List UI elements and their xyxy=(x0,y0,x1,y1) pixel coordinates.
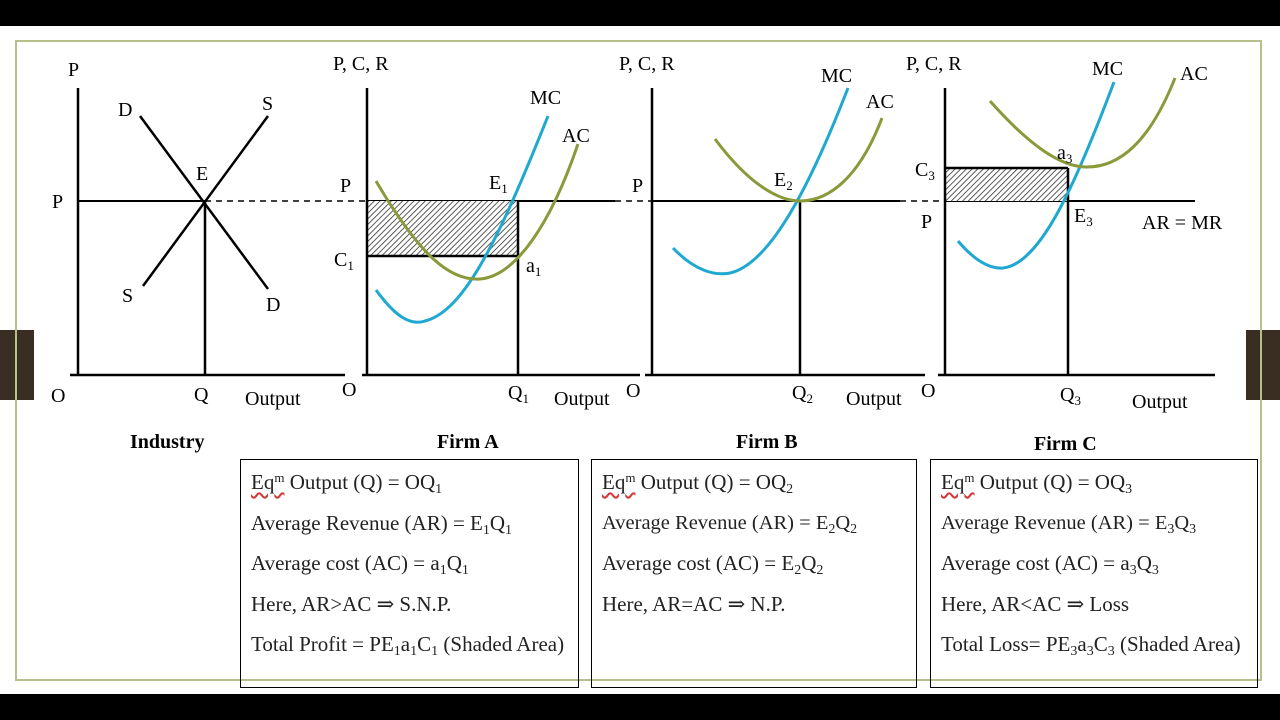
ar-mr-label: AR = MR xyxy=(1142,212,1223,234)
firm-a-mc-label: MC xyxy=(530,87,562,109)
firm-b-eq-output: Eqm Output (Q) = OQ2 xyxy=(602,470,794,497)
firm-b-average-revenue: Average Revenue (AR) = E2Q2 xyxy=(602,511,858,537)
supply-label-top: S xyxy=(262,93,274,115)
firm-a-x-axis-label: Output xyxy=(554,388,610,410)
firm-c-a-label: a3 xyxy=(1057,142,1073,166)
firm-a-mc-curve xyxy=(374,115,550,324)
firm-b-origin-label: O xyxy=(626,380,641,402)
firm-b-quantity-label: Q2 xyxy=(792,382,813,406)
firm-c-panel xyxy=(938,77,1215,377)
firm-a-panel xyxy=(362,88,640,377)
slide-edge-tab-right xyxy=(1246,330,1280,400)
industry-quantity-label: Q xyxy=(194,384,209,406)
demand-label-top: D xyxy=(118,99,133,121)
firm-b-average-cost: Average cost (AC) = E2Q2 xyxy=(602,551,824,578)
supply-label-bottom: S xyxy=(122,285,134,307)
firm-b-panel xyxy=(645,87,925,377)
firm-c-ac-curve xyxy=(988,77,1177,169)
firm-a-origin-label: O xyxy=(342,379,357,401)
firm-b-title: Firm B xyxy=(736,431,798,453)
firm-c-price-label: P xyxy=(921,211,933,233)
firm-b-eq-label: E2 xyxy=(774,169,793,193)
firm-a-a-label: a1 xyxy=(526,255,542,279)
firm-a-cost-label: C1 xyxy=(334,249,354,273)
firm-a-quantity-label: Q1 xyxy=(508,382,529,406)
firm-b-info-box: Eqm Output (Q) = OQ2 Average Revenue (AR… xyxy=(591,459,917,688)
firm-b-price-label: P xyxy=(632,175,644,197)
firm-a-eq-label: E1 xyxy=(489,172,508,196)
profit-shaded-area xyxy=(367,201,518,256)
firm-b-comparison: Here, AR=AC ⇒ N.P. xyxy=(602,591,786,616)
firm-c-ac-label: AC xyxy=(1180,63,1208,85)
firm-c-origin-label: O xyxy=(921,380,936,402)
firm-c-mc-curve xyxy=(956,81,1116,270)
demand-label-bottom: D xyxy=(266,294,281,316)
industry-x-axis-label: Output xyxy=(245,388,301,410)
slide-edge-tab-left xyxy=(0,330,34,400)
firm-a-title: Firm A xyxy=(437,431,499,453)
industry-y-axis-label: P xyxy=(68,59,80,81)
firm-c-mc-label: MC xyxy=(1092,58,1124,80)
firm-c-average-cost: Average cost (AC) = a3Q3 xyxy=(941,551,1159,578)
firm-a-total-profit: Total Profit = PE1a1C1 (Shaded Area) xyxy=(251,632,565,659)
firm-b-x-axis-label: Output xyxy=(846,388,902,410)
firm-c-total-loss: Total Loss= PE3a3C3 (Shaded Area) xyxy=(941,632,1241,659)
firm-c-comparison: Here, AR<AC ⇒ Loss xyxy=(941,591,1130,616)
firm-c-cost-label: C3 xyxy=(915,159,935,183)
firm-c-quantity-label: Q3 xyxy=(1060,384,1081,408)
firm-c-info-box: Eqm Output (Q) = OQ3 Average Revenue (AR… xyxy=(930,459,1258,688)
industry-eq-label: E xyxy=(196,163,209,185)
loss-shaded-area xyxy=(945,168,1068,201)
industry-origin-label: O xyxy=(51,385,66,407)
firm-c-x-axis-label: Output xyxy=(1132,391,1188,413)
firm-a-ac-curve xyxy=(374,143,580,281)
slide: P P D S E S D O Q Output Industry P, C, … xyxy=(0,26,1280,694)
firm-a-comparison: Here, AR>AC ⇒ S.N.P. xyxy=(251,591,452,616)
slide-border xyxy=(15,40,1262,681)
firm-b-mc-curve xyxy=(671,87,850,276)
firm-a-average-cost: Average cost (AC) = a1Q1 xyxy=(251,551,469,578)
firm-c-eq-output: Eqm Output (Q) = OQ3 xyxy=(941,470,1133,497)
firm-a-price-label: P xyxy=(340,175,352,197)
firm-a-eq-output: Eqm Output (Q) = OQ1 xyxy=(251,470,443,497)
firm-c-title: Firm C xyxy=(1034,433,1097,455)
industry-panel xyxy=(70,88,345,377)
firm-a-info-box: Eqm Output (Q) = OQ1 Average Revenue (AR… xyxy=(240,459,579,688)
firm-a-y-axis-label: P, C, R xyxy=(333,53,389,75)
firm-b-y-axis-label: P, C, R xyxy=(619,53,675,75)
firm-b-ac-curve xyxy=(713,117,884,203)
industry-title: Industry xyxy=(130,431,205,453)
firm-c-eq-label: E3 xyxy=(1074,205,1093,229)
industry-price-label: P xyxy=(52,191,64,213)
firm-b-mc-label: MC xyxy=(821,65,853,87)
firm-c-average-revenue: Average Revenue (AR) = E3Q3 xyxy=(941,511,1197,537)
firm-c-y-axis-label: P, C, R xyxy=(906,53,962,75)
firm-a-ac-label: AC xyxy=(562,125,590,147)
economics-diagram xyxy=(70,77,1215,377)
firm-a-average-revenue: Average Revenue (AR) = E1Q1 xyxy=(251,510,513,538)
firm-b-ac-label: AC xyxy=(866,91,894,113)
